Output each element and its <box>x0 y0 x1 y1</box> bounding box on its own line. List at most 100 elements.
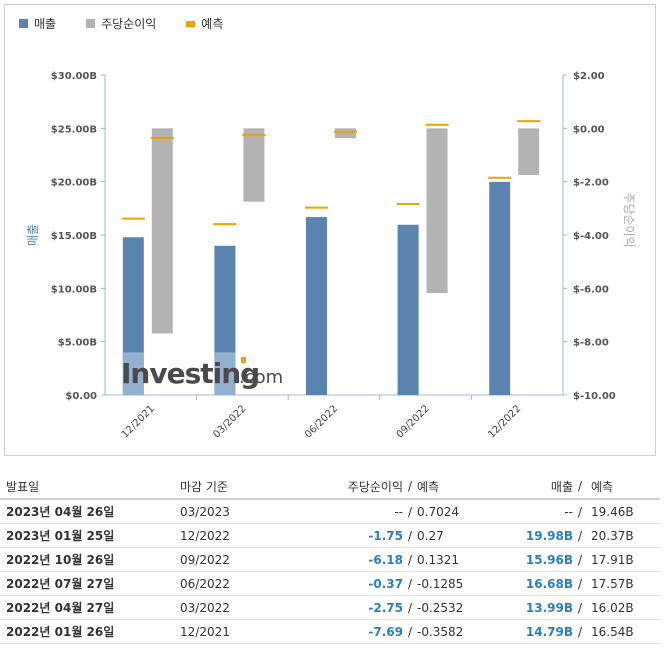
header-eps-forecast[interactable]: 예측 <box>417 479 440 494</box>
table-row: 2022년 10월 26일 09/2022 -6.18 / 0.1321 15.96B / 1… <box>0 548 660 572</box>
cell-eps-forecast: -0.2532 <box>417 600 464 615</box>
y-tick-label-right: $-6.00 <box>573 284 609 295</box>
cell-sep: / <box>407 528 413 543</box>
header-revenue[interactable]: 매출 <box>550 479 573 494</box>
legend-eps[interactable]: 주당순이익 <box>86 15 156 32</box>
y-tick-label-left: $20.00B <box>51 178 97 189</box>
cell-period: 09/2022 <box>180 552 230 567</box>
y-axis-title-left: 매출 <box>26 224 40 246</box>
table-row: 2022년 07월 27일 06/2022 -0.37 / -0.1285 16.68B /… <box>0 572 660 596</box>
cell-revenue: 19.98B <box>525 528 573 543</box>
eps-bar <box>151 128 173 334</box>
y-tick-label-right: $-2.00 <box>573 178 609 189</box>
table-row: 2022년 01월 26일 12/2021 -7.69 / -0.3582 14.79B /… <box>0 620 660 644</box>
watermark-text-suffix: .com <box>239 367 283 388</box>
legend-forecast[interactable]: 예측 <box>186 15 223 32</box>
cell-sep: / <box>577 552 583 567</box>
legend-revenue-label: 매출 <box>34 17 57 31</box>
watermark-shade <box>122 352 144 395</box>
eps-bar <box>518 128 540 175</box>
cell-revenue-forecast: 16.02B <box>591 600 634 615</box>
revenue-bar <box>306 217 327 395</box>
cell-eps: -- <box>394 504 403 519</box>
cell-revenue: 14.79B <box>525 624 573 639</box>
y-axis-title-right: 주당순이익 <box>622 192 636 247</box>
cell-revenue-forecast: 20.37B <box>591 528 634 543</box>
cell-sep: / <box>407 504 413 519</box>
y-tick-label-right: $0.00 <box>573 124 605 135</box>
cell-sep: / <box>407 552 413 567</box>
eps-bar <box>426 128 448 294</box>
cell-date: 2022년 07월 27일 <box>6 577 115 591</box>
cell-period: 12/2022 <box>180 528 230 543</box>
earnings-chart: $0.00 $5.00B $10.00B $15.00B $20.00B $25.00B $… <box>26 71 636 440</box>
cell-eps: -2.75 <box>368 600 403 615</box>
y-tick-label-left: $10.00B <box>51 284 97 295</box>
cell-date: 2023년 01월 25일 <box>6 529 115 543</box>
cell-eps-forecast: 0.27 <box>417 528 444 543</box>
cell-revenue-forecast: 19.46B <box>591 504 634 519</box>
cell-eps-forecast: 0.1321 <box>417 552 459 567</box>
legend-revenue-swatch <box>19 19 28 28</box>
x-tick-label: 12/2021 <box>120 403 157 440</box>
cell-period: 06/2022 <box>180 576 230 591</box>
investing-watermark: Investing .com <box>121 357 283 390</box>
cell-sep: / <box>407 576 413 591</box>
legend-forecast-swatch <box>186 20 196 27</box>
cell-eps-forecast: -0.1285 <box>417 576 464 591</box>
cell-sep: / <box>577 576 583 591</box>
y-tick-label-left: $0.00 <box>65 391 97 402</box>
cell-eps-forecast: 0.7024 <box>417 504 459 519</box>
header-eps[interactable]: 주당순이익 <box>347 479 403 494</box>
cell-sep: / <box>577 504 583 519</box>
table-header: 발표일 마감 기준 주당순이익 / 예측 매출 / 예측 <box>0 474 660 500</box>
header-sep: / <box>577 479 583 493</box>
y-tick-label-left: $25.00B <box>51 124 97 135</box>
earnings-table: 발표일 마감 기준 주당순이익 / 예측 매출 / 예측 2023년 04월 2… <box>0 474 660 644</box>
cell-revenue-forecast: 16.54B <box>591 624 634 639</box>
cell-revenue: -- <box>564 504 573 519</box>
header-revenue-forecast[interactable]: 예측 <box>591 479 614 494</box>
legend-revenue[interactable]: 매출 <box>19 15 56 32</box>
cell-sep: / <box>577 600 583 615</box>
table-row: 2022년 04월 27일 03/2022 -2.75 / -0.2532 13.99B /… <box>0 596 660 620</box>
cell-revenue: 15.96B <box>525 552 573 567</box>
y-tick-label-right: $-10.00 <box>573 391 616 402</box>
y-tick-label-left: $5.00B <box>58 338 97 349</box>
legend-eps-swatch <box>86 19 96 28</box>
cell-eps: -1.75 <box>368 528 403 543</box>
header-period[interactable]: 마감 기준 <box>180 479 228 494</box>
x-tick-label: 06/2022 <box>303 403 340 440</box>
legend-eps-label: 주당순이익 <box>101 17 157 31</box>
watermark-shade <box>214 352 236 395</box>
chart-panel: 매출 주당순이익 예측 $0.00 $5.00B $10.00B $15.00B $20… <box>4 4 656 456</box>
watermark-dot <box>241 357 246 363</box>
x-tick-label: 09/2022 <box>395 403 432 440</box>
cell-eps: -0.37 <box>368 576 403 591</box>
x-tick-label: 03/2022 <box>211 403 248 440</box>
y-tick-label-right: $-4.00 <box>573 231 609 242</box>
cell-revenue-forecast: 17.91B <box>591 552 634 567</box>
y-tick-label-left: $30.00B <box>51 71 97 82</box>
cell-eps: -7.69 <box>368 624 403 639</box>
cell-period: 03/2023 <box>180 504 230 519</box>
y-tick-label-right: $2.00 <box>573 71 605 82</box>
cell-period: 12/2021 <box>180 624 230 639</box>
cell-date: 2022년 01월 26일 <box>6 625 115 639</box>
cell-revenue-forecast: 17.57B <box>591 576 634 591</box>
cell-sep: / <box>407 600 413 615</box>
cell-sep: / <box>407 624 413 639</box>
eps-bar <box>335 128 356 139</box>
table-body: 2023년 04월 26일 03/2023 --/0.7024 --/19.46B 20… <box>0 500 660 644</box>
y-tick-label-right: $-8.00 <box>573 338 609 349</box>
header-date[interactable]: 발표일 <box>6 479 40 494</box>
table-row: 2023년 01월 25일 12/2022 -1.75 / 0.27 19.98B / 20.… <box>0 524 660 548</box>
cell-eps: -6.18 <box>368 552 403 567</box>
chart-legend: 매출 주당순이익 예측 <box>19 15 253 32</box>
cell-eps-forecast: -0.3582 <box>417 624 464 639</box>
y-tick-label-left: $15.00B <box>51 231 97 242</box>
legend-forecast-label: 예측 <box>201 17 224 31</box>
eps-bar <box>243 128 265 202</box>
table-row: 2023년 04월 26일 03/2023 -- / 0.7024 -- / 19.46B <box>0 500 660 524</box>
revenue-bar <box>489 181 511 395</box>
